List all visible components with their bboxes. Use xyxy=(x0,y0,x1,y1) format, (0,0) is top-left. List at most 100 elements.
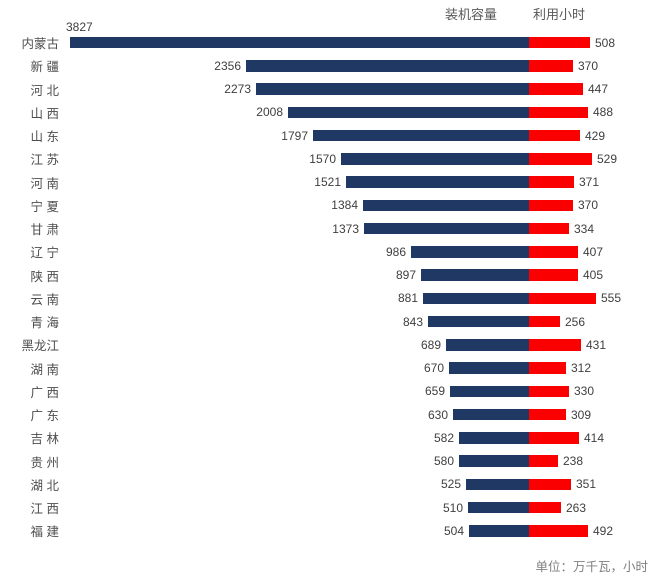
capacity-zone: 580 xyxy=(62,455,529,467)
capacity-value-label: 580 xyxy=(433,454,454,469)
hours-zone: 330 xyxy=(529,385,654,397)
capacity-zone: 986 xyxy=(62,246,529,258)
hours-value-label: 447 xyxy=(588,82,609,97)
capacity-zone: 1797 xyxy=(62,130,529,142)
chart-row: 河 南 1521 371 xyxy=(0,171,654,194)
hours-value-label: 407 xyxy=(583,244,604,259)
category-label: 广 东 xyxy=(30,409,59,424)
hours-bar xyxy=(529,199,573,212)
capacity-zone: 670 xyxy=(62,362,529,374)
hours-bar xyxy=(529,292,596,305)
hours-zone: 429 xyxy=(529,130,654,142)
hours-zone: 508 xyxy=(529,37,654,49)
category-label: 内蒙古 xyxy=(21,37,59,52)
chart-row: 甘 肃 1373 334 xyxy=(0,217,654,240)
hours-value-label: 238 xyxy=(563,454,584,469)
hours-zone: 529 xyxy=(529,153,654,165)
capacity-zone: 1521 xyxy=(62,176,529,188)
category-label: 云 南 xyxy=(30,292,59,307)
hours-value-label: 309 xyxy=(571,407,592,422)
category-label: 湖 南 xyxy=(30,362,59,377)
hours-value-label: 414 xyxy=(584,430,605,445)
hours-value-label: 488 xyxy=(593,105,614,120)
capacity-value-label: 630 xyxy=(427,407,448,422)
hours-value-label: 429 xyxy=(585,128,606,143)
chart-rows: 内蒙古 3827 508 新 疆 2356 370 河 北 2273 447 山 西 2008 488… xyxy=(0,21,654,543)
capacity-value-label: 3827 xyxy=(66,19,93,34)
category-label: 河 北 xyxy=(30,83,59,98)
capacity-zone: 630 xyxy=(62,409,529,421)
hours-zone: 492 xyxy=(529,525,654,537)
hours-value-label: 351 xyxy=(576,477,597,492)
hours-bar xyxy=(529,478,571,491)
capacity-bar xyxy=(450,385,529,398)
capacity-zone: 3827 xyxy=(62,21,529,49)
hours-zone: 414 xyxy=(529,432,654,444)
capacity-bar xyxy=(449,362,529,374)
chart-row: 新 疆 2356 370 xyxy=(0,54,654,77)
hours-bar xyxy=(529,106,588,119)
capacity-value-label: 510 xyxy=(442,500,463,515)
capacity-zone: 1373 xyxy=(62,223,529,235)
capacity-bar xyxy=(446,339,529,351)
hours-zone: 371 xyxy=(529,176,654,188)
hours-bar xyxy=(529,129,580,142)
hours-zone: 351 xyxy=(529,478,654,490)
capacity-value-label: 2008 xyxy=(256,105,283,120)
hours-value-label: 312 xyxy=(571,361,592,376)
hours-bar xyxy=(529,525,588,537)
hours-zone: 370 xyxy=(529,60,654,72)
capacity-bar xyxy=(246,60,529,72)
hours-zone: 238 xyxy=(529,455,654,467)
category-label: 河 南 xyxy=(30,176,59,191)
capacity-value-label: 670 xyxy=(423,361,444,376)
chart-row: 广 东 630 309 xyxy=(0,403,654,426)
hours-bar xyxy=(529,246,578,258)
capacity-value-label: 659 xyxy=(424,384,445,399)
chart-row: 青 海 843 256 xyxy=(0,310,654,333)
hours-bar xyxy=(529,269,578,281)
capacity-bar xyxy=(469,525,529,537)
chart-row: 福 建 504 492 xyxy=(0,519,654,542)
capacity-value-label: 1797 xyxy=(281,128,308,143)
hours-zone: 447 xyxy=(529,83,654,95)
capacity-zone: 2356 xyxy=(62,60,529,72)
chart-row: 吉 林 582 414 xyxy=(0,426,654,449)
capacity-zone: 510 xyxy=(62,502,529,514)
capacity-value-label: 881 xyxy=(397,291,418,306)
category-label: 山 东 xyxy=(30,130,59,145)
legend-hours-label: 利用小时 xyxy=(533,7,586,22)
hours-value-label: 529 xyxy=(597,151,618,166)
capacity-value-label: 1521 xyxy=(314,175,341,190)
hours-value-label: 492 xyxy=(593,523,614,538)
hours-bar xyxy=(529,315,560,328)
capacity-bar xyxy=(459,455,529,467)
hours-bar xyxy=(529,385,569,398)
chart-row: 江 苏 1570 529 xyxy=(0,147,654,170)
unit-note: 单位：万千瓦，小时 xyxy=(535,560,648,574)
capacity-value-label: 2273 xyxy=(224,82,251,97)
capacity-zone: 843 xyxy=(62,316,529,328)
capacity-bar xyxy=(428,315,529,328)
hours-value-label: 370 xyxy=(578,58,599,73)
capacity-zone: 2273 xyxy=(62,83,529,95)
capacity-value-label: 2356 xyxy=(214,58,241,73)
category-label: 江 西 xyxy=(30,502,59,517)
capacity-zone: 504 xyxy=(62,525,529,537)
hours-zone: 370 xyxy=(529,199,654,211)
hours-bar xyxy=(529,176,574,188)
hours-zone: 309 xyxy=(529,409,654,421)
chart-row: 湖 南 670 312 xyxy=(0,357,654,380)
hours-bar xyxy=(529,83,583,95)
capacity-bar xyxy=(466,478,529,491)
chart-row: 辽 宁 986 407 xyxy=(0,240,654,263)
capacity-bar xyxy=(459,432,529,444)
chart-row: 山 西 2008 488 xyxy=(0,101,654,124)
chart-row: 山 东 1797 429 xyxy=(0,124,654,147)
chart-row: 宁 夏 1384 370 xyxy=(0,194,654,217)
capacity-value-label: 1570 xyxy=(309,151,336,166)
capacity-zone: 1570 xyxy=(62,153,529,165)
hours-bar xyxy=(529,455,558,467)
capacity-zone: 689 xyxy=(62,339,529,351)
